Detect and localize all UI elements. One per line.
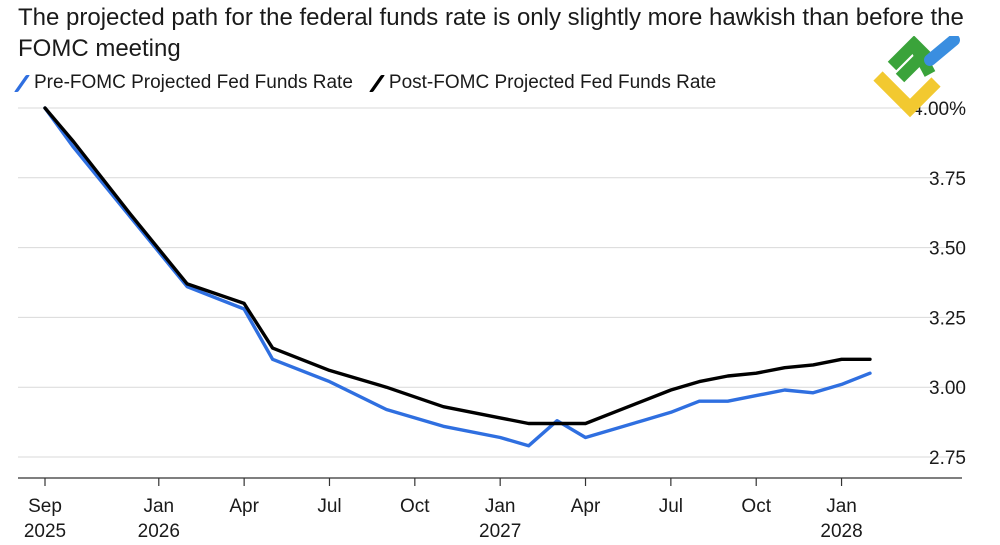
y-tick-label: 2.75 bbox=[929, 448, 966, 469]
x-tick-label: Sep bbox=[28, 496, 62, 517]
x-tick-label: Apr bbox=[229, 496, 259, 517]
series-line-pre-fomc bbox=[43, 106, 872, 448]
x-tick-label: Jan bbox=[826, 496, 857, 517]
logo-yellow-chevron bbox=[873, 71, 941, 118]
x-tick-year-label: 2027 bbox=[479, 521, 521, 542]
series-lines bbox=[43, 106, 872, 448]
x-tick-label: Oct bbox=[400, 496, 430, 517]
x-tick-year-label: 2026 bbox=[138, 521, 180, 542]
y-axis: 4.00% 3.75 3.50 3.25 3.00 2.75 bbox=[912, 99, 966, 469]
x-tick-label: Jul bbox=[659, 496, 683, 517]
x-tick-year-label: 2028 bbox=[820, 521, 862, 542]
x-tick-label: Jan bbox=[485, 496, 516, 517]
x-tick-year-label: 2025 bbox=[24, 521, 66, 542]
x-tick-label: Apr bbox=[571, 496, 601, 517]
y-tick-label: 4.00% bbox=[912, 99, 966, 120]
y-tick-label: 3.25 bbox=[929, 308, 966, 329]
y-tick-label: 3.00 bbox=[929, 378, 966, 399]
y-tick-label: 3.50 bbox=[929, 239, 966, 260]
x-axis: Sep 2025 Jan 2026 Apr Jul Oct Jan 2027 Apr Jul Oct J… bbox=[24, 478, 863, 542]
legend-item-pre-fomc: Pre-FOMC Projected Fed Funds Rate bbox=[14, 72, 353, 94]
legend: Pre-FOMC Projected Fed Funds Rate Post-F… bbox=[14, 70, 738, 96]
x-tick-label: Jan bbox=[143, 496, 174, 517]
series-line-post-fomc bbox=[43, 106, 872, 426]
legend-item-post-fomc: Post-FOMC Projected Fed Funds Rate bbox=[368, 72, 717, 94]
x-tick-label: Jul bbox=[317, 496, 341, 517]
gridlines bbox=[18, 107, 962, 458]
x-tick-label: Oct bbox=[741, 496, 771, 517]
logo-green-cross bbox=[887, 36, 936, 83]
y-tick-label: 3.75 bbox=[929, 169, 966, 190]
chart-title: The projected path for the federal funds… bbox=[18, 4, 964, 62]
brand-logo bbox=[873, 36, 960, 118]
logo-blue-stroke bbox=[924, 36, 960, 66]
legend-label-post-fomc: Post-FOMC Projected Fed Funds Rate bbox=[388, 72, 717, 93]
legend-label-pre-fomc: Pre-FOMC Projected Fed Funds Rate bbox=[34, 72, 353, 93]
